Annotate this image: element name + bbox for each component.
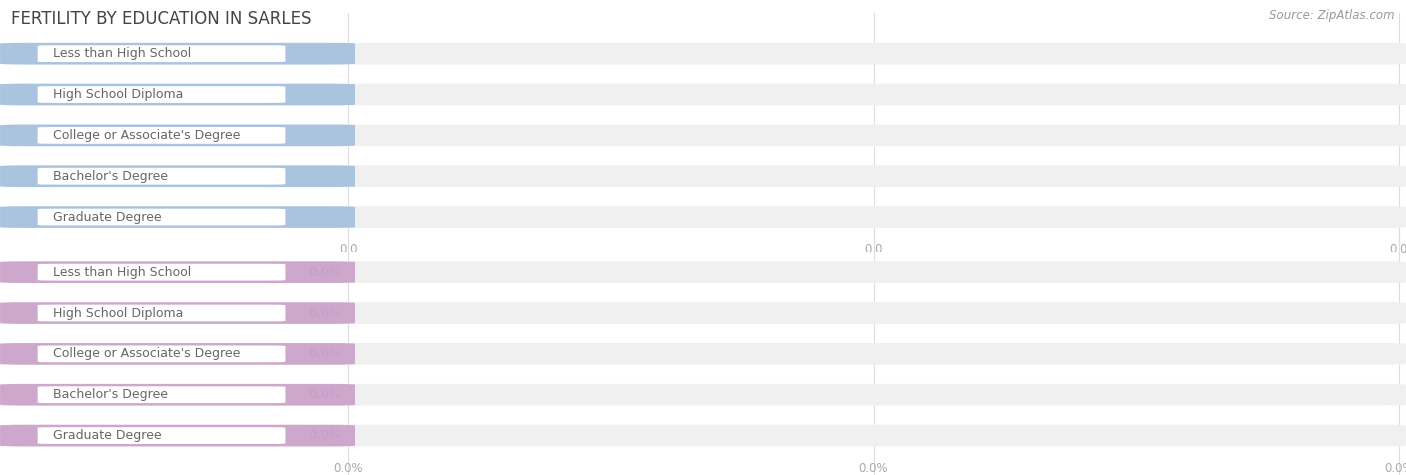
Text: College or Associate's Degree: College or Associate's Degree [53,347,240,361]
FancyBboxPatch shape [38,264,285,281]
FancyBboxPatch shape [0,206,354,228]
FancyBboxPatch shape [0,206,1406,228]
Text: High School Diploma: High School Diploma [53,306,183,320]
Text: College or Associate's Degree: College or Associate's Degree [53,129,240,142]
Text: Bachelor's Degree: Bachelor's Degree [53,170,167,183]
FancyBboxPatch shape [0,165,1406,187]
Text: 0.0%: 0.0% [308,306,342,320]
Text: Less than High School: Less than High School [53,266,191,279]
FancyBboxPatch shape [0,302,354,324]
Text: High School Diploma: High School Diploma [53,88,183,101]
Text: 0.0%: 0.0% [308,347,342,361]
Text: 0.0: 0.0 [321,88,342,101]
FancyBboxPatch shape [38,304,285,322]
FancyBboxPatch shape [0,261,1406,283]
FancyBboxPatch shape [0,124,1406,146]
FancyBboxPatch shape [38,345,285,362]
FancyBboxPatch shape [0,425,1406,446]
Text: 0.0%: 0.0% [308,266,342,279]
Text: Graduate Degree: Graduate Degree [53,429,162,442]
FancyBboxPatch shape [0,124,354,146]
Text: 0.0%: 0.0% [308,429,342,442]
FancyBboxPatch shape [0,84,354,105]
Text: 0.0: 0.0 [321,129,342,142]
FancyBboxPatch shape [38,127,285,144]
FancyBboxPatch shape [38,45,285,62]
FancyBboxPatch shape [38,168,285,185]
FancyBboxPatch shape [0,384,354,406]
Text: FERTILITY BY EDUCATION IN SARLES: FERTILITY BY EDUCATION IN SARLES [11,10,312,28]
FancyBboxPatch shape [0,43,1406,65]
Text: 0.0: 0.0 [321,170,342,183]
Text: Less than High School: Less than High School [53,47,191,60]
Text: 0.0: 0.0 [321,47,342,60]
FancyBboxPatch shape [0,43,354,65]
FancyBboxPatch shape [0,302,1406,324]
FancyBboxPatch shape [0,384,1406,406]
Text: Source: ZipAtlas.com: Source: ZipAtlas.com [1270,10,1395,22]
Text: 0.0: 0.0 [321,210,342,224]
FancyBboxPatch shape [0,343,354,365]
FancyBboxPatch shape [0,343,1406,365]
FancyBboxPatch shape [0,165,354,187]
Text: Graduate Degree: Graduate Degree [53,210,162,224]
Text: 0.0%: 0.0% [308,388,342,401]
FancyBboxPatch shape [38,427,285,444]
FancyBboxPatch shape [0,84,1406,105]
FancyBboxPatch shape [38,86,285,103]
FancyBboxPatch shape [38,386,285,403]
FancyBboxPatch shape [0,425,354,446]
FancyBboxPatch shape [0,261,354,283]
FancyBboxPatch shape [38,209,285,226]
Text: Bachelor's Degree: Bachelor's Degree [53,388,167,401]
